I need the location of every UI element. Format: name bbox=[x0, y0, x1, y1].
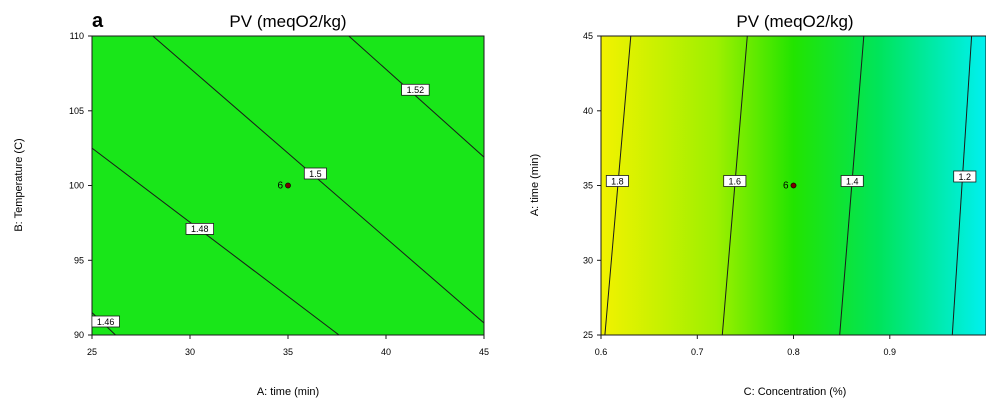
y-tick-label: 45 bbox=[583, 31, 593, 41]
y-tick-label: 110 bbox=[70, 31, 84, 41]
center-point bbox=[790, 182, 797, 189]
contour-label-box bbox=[303, 167, 327, 180]
contour-label-box bbox=[723, 175, 747, 187]
ticks-b: 0.6 0.7 0.8 0.9 25 30 35 40 45 bbox=[583, 31, 896, 357]
contour-line bbox=[91, 147, 340, 336]
x-tick-label: 0.7 bbox=[691, 347, 704, 357]
y-tick-label: 35 bbox=[583, 181, 593, 191]
x-axis-label-b: C: Concentration (%) bbox=[744, 386, 847, 398]
y-axis-label-b: A: time (min) bbox=[529, 154, 541, 216]
y-tick-label: 25 bbox=[583, 330, 593, 340]
contour-label: 1.4 bbox=[846, 176, 859, 186]
y-axis-label-a: B: Temperature (C) bbox=[13, 138, 25, 231]
chart-title-b: PV (meqO2/kg) bbox=[736, 12, 853, 31]
center-point bbox=[285, 182, 291, 189]
x-tick-label: 45 bbox=[479, 347, 489, 357]
x-tick-label: 40 bbox=[381, 347, 391, 357]
contour-label-box bbox=[91, 315, 120, 328]
contour-label: 1.48 bbox=[191, 224, 209, 234]
contour-line bbox=[152, 35, 485, 324]
center-point-label: 6 bbox=[783, 181, 789, 192]
contour-label-box bbox=[185, 222, 215, 235]
contour-label-box bbox=[953, 170, 977, 183]
ticks-a: 25 30 35 40 45 90 95 100 105 110 bbox=[69, 31, 489, 357]
x-tick-label: 0.6 bbox=[595, 347, 608, 357]
x-tick-label: 35 bbox=[283, 347, 293, 357]
y-tick-label: 95 bbox=[74, 255, 84, 265]
contour-label-box bbox=[605, 175, 629, 187]
contour-label: 1.46 bbox=[97, 317, 115, 327]
x-axis-label-a: A: time (min) bbox=[257, 386, 319, 398]
panel-letter-a: a bbox=[92, 10, 104, 32]
contour-label: 1.52 bbox=[407, 85, 425, 95]
contour-panel-a: 1.46 1.48 1.5 1.52 6 25 30 35 40 45 90 95 100 105 110… bbox=[13, 10, 489, 398]
center-point-label: 6 bbox=[277, 181, 283, 192]
y-tick-label: 40 bbox=[583, 106, 593, 116]
contour-line bbox=[951, 35, 973, 336]
contour-label: 1.2 bbox=[959, 172, 972, 182]
contour-label: 1.5 bbox=[309, 169, 322, 179]
x-tick-label: 0.8 bbox=[787, 347, 800, 357]
contours-b: 1.8 1.6 1.4 1.2 6 bbox=[604, 35, 977, 336]
contour-panel-b: 1.8 1.6 1.4 1.2 6 0.6 0.7 0.8 0.9 25 30 35 40 45 PV … bbox=[529, 12, 986, 398]
x-tick-label: 30 bbox=[185, 347, 195, 357]
x-tick-label: 25 bbox=[87, 347, 97, 357]
y-tick-label: 105 bbox=[69, 106, 84, 116]
y-tick-label: 100 bbox=[69, 181, 84, 191]
contour-line bbox=[348, 35, 485, 158]
contours-a: 1.46 1.48 1.5 1.52 6 bbox=[91, 35, 485, 336]
y-tick-label: 30 bbox=[583, 255, 593, 265]
chart-title-a: PV (meqO2/kg) bbox=[229, 12, 346, 31]
x-tick-label: 0.9 bbox=[884, 347, 897, 357]
y-tick-label: 90 bbox=[74, 330, 84, 340]
contour-label-box bbox=[840, 175, 864, 187]
contour-label: 1.6 bbox=[729, 176, 742, 186]
contour-label: 1.8 bbox=[611, 176, 624, 186]
contour-label-box bbox=[401, 83, 430, 96]
